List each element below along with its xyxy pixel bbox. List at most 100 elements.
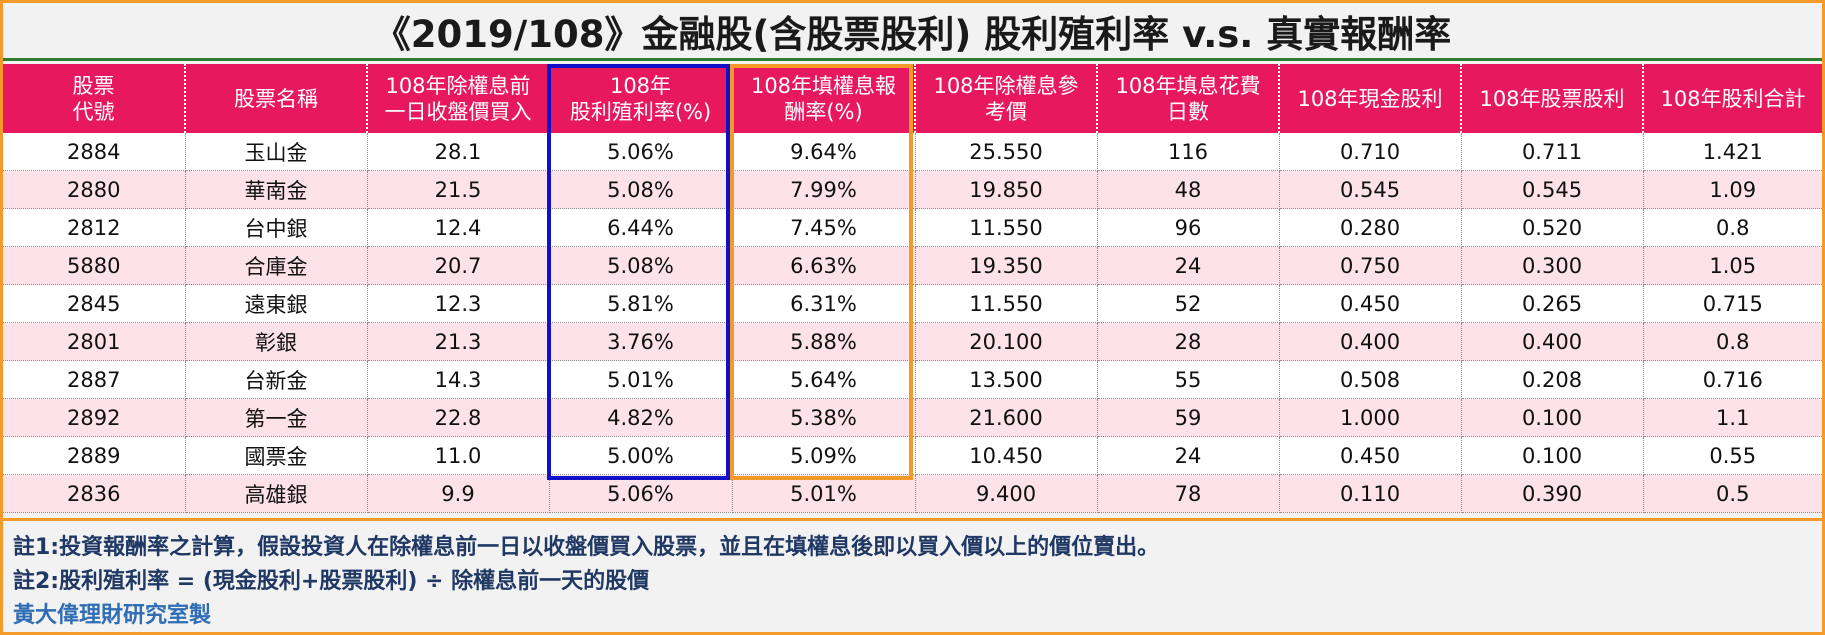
cell-stock-name: 遠東銀	[185, 284, 368, 323]
cell-total-dividend: 1.421	[1643, 133, 1822, 171]
cell-fill-days: 96	[1097, 208, 1280, 247]
cell-fill-return: 9.64%	[732, 133, 916, 171]
cell-buy-price: 20.7	[367, 246, 550, 285]
cell-stock-dividend: 0.545	[1461, 170, 1644, 209]
cell-fill-return: 5.09%	[732, 436, 916, 475]
table-row: 2880 華南金 21.5 5.08% 7.99% 19.850 48 0.545 0.545 1…	[3, 170, 1822, 209]
cell-dividend-yield: 3.76%	[549, 322, 733, 361]
cell-fill-days: 116	[1097, 133, 1280, 171]
cell-stock-code: 2845	[3, 284, 186, 323]
cell-dividend-yield: 4.82%	[549, 398, 733, 437]
notes-section: 註1:投資報酬率之計算，假設投資人在除權息前一日以收盤價買入股票，並且在填權息後…	[3, 518, 1822, 632]
cell-fill-days: 55	[1097, 360, 1280, 399]
cell-dividend-yield: 5.08%	[549, 246, 733, 285]
cell-reference-price: 21.600	[915, 398, 1098, 437]
cell-stock-dividend: 0.400	[1461, 322, 1644, 361]
cell-fill-days: 48	[1097, 170, 1280, 209]
cell-stock-code: 2880	[3, 170, 186, 209]
note-1: 註1:投資報酬率之計算，假設投資人在除權息前一日以收盤價買入股票，並且在填權息後…	[13, 535, 1160, 560]
cell-stock-name: 高雄銀	[185, 474, 368, 513]
cell-buy-price: 14.3	[367, 360, 550, 399]
cell-stock-dividend: 0.300	[1461, 246, 1644, 285]
cell-total-dividend: 1.1	[1643, 398, 1822, 437]
cell-buy-price: 9.9	[367, 474, 550, 513]
cell-stock-dividend: 0.208	[1461, 360, 1644, 399]
header-total-dividend: 108年股利合計	[1643, 64, 1822, 133]
cell-buy-price: 21.3	[367, 322, 550, 361]
cell-fill-days: 28	[1097, 322, 1280, 361]
table-body: 2884 玉山金 28.1 5.06% 9.64% 25.550 116 0.710 0.711…	[3, 133, 1822, 513]
header-dividend-yield: 108年 股利殖利率(%)	[549, 64, 733, 133]
cell-cash-dividend: 0.450	[1279, 284, 1462, 323]
cell-total-dividend: 0.8	[1643, 208, 1822, 247]
cell-buy-price: 22.8	[367, 398, 550, 437]
cell-fill-days: 78	[1097, 474, 1280, 513]
cell-reference-price: 20.100	[915, 322, 1098, 361]
cell-fill-return: 7.45%	[732, 208, 916, 247]
note-2: 註2:股利殖利率 = (現金股利+股票股利) ÷ 除權息前一天的股價	[13, 569, 650, 594]
cell-reference-price: 19.350	[915, 246, 1098, 285]
cell-stock-code: 2884	[3, 133, 186, 171]
cell-fill-return: 6.63%	[732, 246, 916, 285]
cell-stock-dividend: 0.520	[1461, 208, 1644, 247]
cell-fill-return: 5.88%	[732, 322, 916, 361]
cell-dividend-yield: 5.06%	[549, 474, 733, 513]
cell-fill-days: 59	[1097, 398, 1280, 437]
cell-reference-price: 11.550	[915, 208, 1098, 247]
cell-dividend-yield: 5.81%	[549, 284, 733, 323]
header-stock-code: 股票 代號	[3, 64, 186, 133]
table-row: 2836 高雄銀 9.9 5.06% 5.01% 9.400 78 0.110 0.390 0.5	[3, 474, 1822, 513]
cell-dividend-yield: 5.00%	[549, 436, 733, 475]
header-row: 股票 代號 股票名稱 108年除權息前 一日收盤價買入 108年 股利殖利率(%) 1…	[3, 64, 1822, 133]
cell-stock-name: 台新金	[185, 360, 368, 399]
cell-stock-name: 玉山金	[185, 133, 368, 171]
cell-stock-code: 2887	[3, 360, 186, 399]
cell-buy-price: 11.0	[367, 436, 550, 475]
cell-fill-return: 5.38%	[732, 398, 916, 437]
cell-cash-dividend: 0.280	[1279, 208, 1462, 247]
cell-total-dividend: 0.55	[1643, 436, 1822, 475]
cell-buy-price: 12.4	[367, 208, 550, 247]
page-title: 《2019/108》金融股(含股票股利) 股利殖利率 v.s. 真實報酬率	[3, 3, 1822, 61]
header-stock-name: 股票名稱	[185, 64, 368, 133]
cell-reference-price: 19.850	[915, 170, 1098, 209]
cell-total-dividend: 0.715	[1643, 284, 1822, 323]
cell-cash-dividend: 0.400	[1279, 322, 1462, 361]
header-buy-price: 108年除權息前 一日收盤價買入	[367, 64, 550, 133]
cell-stock-name: 第一金	[185, 398, 368, 437]
cell-fill-return: 7.99%	[732, 170, 916, 209]
cell-reference-price: 13.500	[915, 360, 1098, 399]
cell-stock-dividend: 0.390	[1461, 474, 1644, 513]
cell-stock-code: 2812	[3, 208, 186, 247]
cell-stock-name: 合庫金	[185, 246, 368, 285]
cell-stock-dividend: 0.100	[1461, 398, 1644, 437]
cell-cash-dividend: 0.110	[1279, 474, 1462, 513]
table-row: 5880 合庫金 20.7 5.08% 6.63% 19.350 24 0.750 0.300 1…	[3, 246, 1822, 285]
cell-buy-price: 28.1	[367, 133, 550, 171]
cell-dividend-yield: 6.44%	[549, 208, 733, 247]
cell-total-dividend: 1.05	[1643, 246, 1822, 285]
cell-total-dividend: 0.716	[1643, 360, 1822, 399]
cell-stock-code: 2889	[3, 436, 186, 475]
cell-cash-dividend: 0.710	[1279, 133, 1462, 171]
author-credit: 黃大偉理財研究室製	[13, 603, 212, 628]
cell-stock-dividend: 0.265	[1461, 284, 1644, 323]
cell-buy-price: 12.3	[367, 284, 550, 323]
header-stock-dividend: 108年股票股利	[1461, 64, 1644, 133]
cell-cash-dividend: 0.750	[1279, 246, 1462, 285]
table-row: 2889 國票金 11.0 5.00% 5.09% 10.450 24 0.450 0.100 0…	[3, 436, 1822, 475]
cell-cash-dividend: 0.545	[1279, 170, 1462, 209]
cell-stock-code: 2836	[3, 474, 186, 513]
cell-fill-days: 52	[1097, 284, 1280, 323]
cell-dividend-yield: 5.06%	[549, 133, 733, 171]
cell-stock-dividend: 0.100	[1461, 436, 1644, 475]
cell-stock-name: 華南金	[185, 170, 368, 209]
table-row: 2887 台新金 14.3 5.01% 5.64% 13.500 55 0.508 0.208 0…	[3, 360, 1822, 399]
table-row: 2812 台中銀 12.4 6.44% 7.45% 11.550 96 0.280 0.520 0…	[3, 208, 1822, 247]
cell-reference-price: 25.550	[915, 133, 1098, 171]
cell-stock-name: 彰銀	[185, 322, 368, 361]
cell-stock-code: 5880	[3, 246, 186, 285]
cell-fill-days: 24	[1097, 246, 1280, 285]
cell-reference-price: 9.400	[915, 474, 1098, 513]
